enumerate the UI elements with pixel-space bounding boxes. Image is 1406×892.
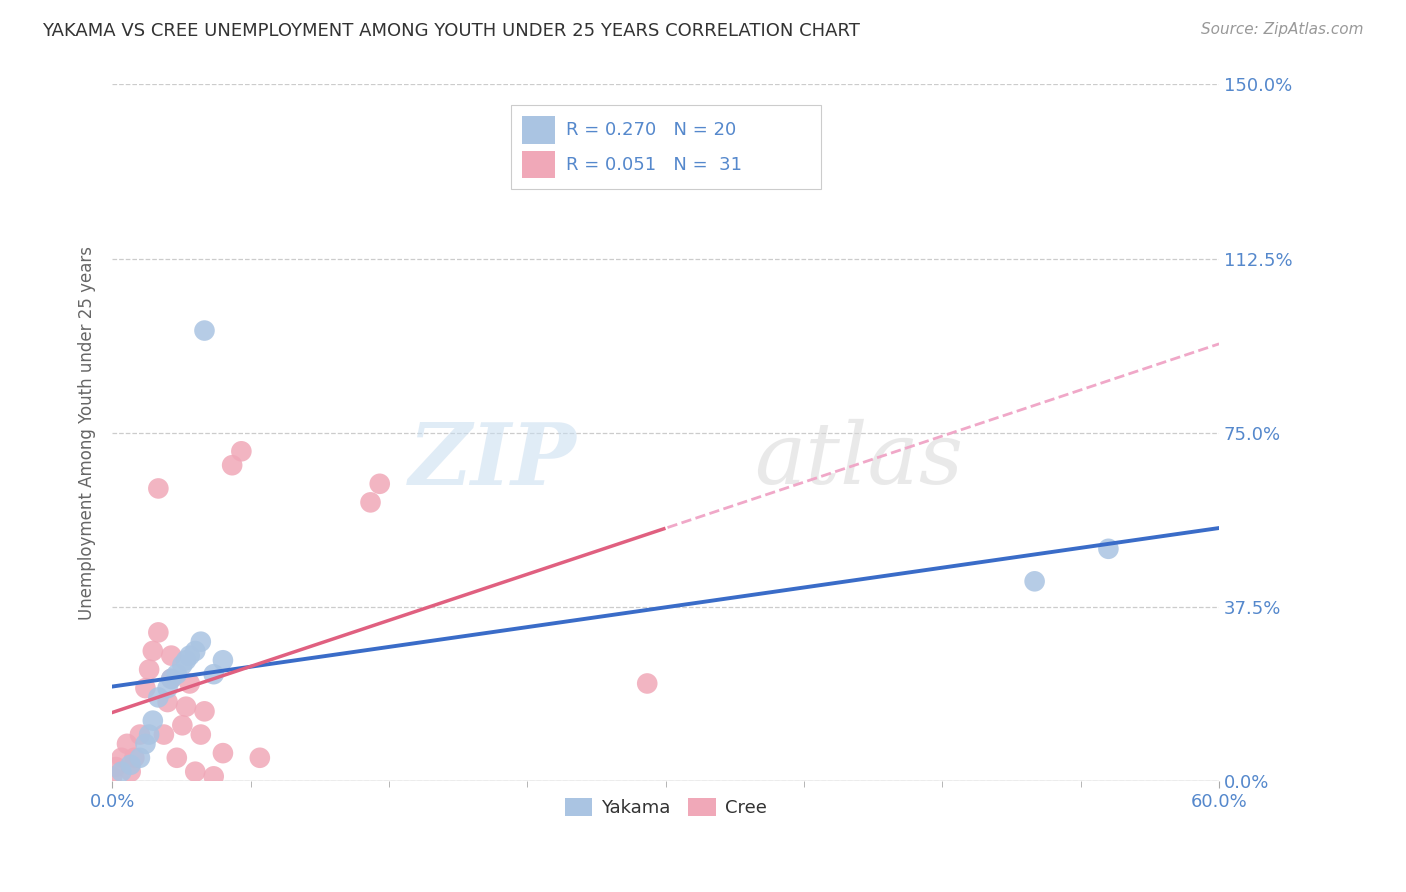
- Point: [120, 757, 142, 772]
- Point: [129, 751, 152, 765]
- Text: R = 0.051   N =  31: R = 0.051 N = 31: [567, 156, 742, 174]
- Point: [636, 676, 658, 690]
- Point: [138, 663, 160, 677]
- Point: [148, 625, 170, 640]
- Point: [166, 751, 188, 765]
- Point: [221, 458, 243, 473]
- Point: [148, 482, 170, 496]
- Point: [172, 657, 194, 672]
- Point: [174, 699, 197, 714]
- Point: [142, 644, 165, 658]
- Point: [110, 751, 132, 765]
- Point: [160, 648, 183, 663]
- Bar: [522, 151, 555, 178]
- Point: [179, 676, 201, 690]
- Point: [115, 737, 138, 751]
- Point: [129, 727, 152, 741]
- Point: [190, 727, 212, 741]
- Text: atlas: atlas: [754, 419, 963, 502]
- Point: [134, 681, 156, 695]
- Point: [124, 751, 146, 765]
- Point: [156, 681, 179, 695]
- Bar: [522, 116, 555, 144]
- Point: [134, 737, 156, 751]
- FancyBboxPatch shape: [510, 105, 821, 189]
- Point: [110, 764, 132, 779]
- Point: [120, 764, 142, 779]
- Point: [153, 727, 176, 741]
- Text: Source: ZipAtlas.com: Source: ZipAtlas.com: [1201, 22, 1364, 37]
- Point: [231, 444, 253, 458]
- Point: [368, 476, 391, 491]
- Legend: Yakama, Cree: Yakama, Cree: [558, 790, 773, 824]
- Point: [212, 746, 235, 760]
- Text: R = 0.270   N = 20: R = 0.270 N = 20: [567, 121, 737, 139]
- Point: [101, 769, 124, 783]
- Point: [193, 324, 215, 338]
- Point: [104, 760, 127, 774]
- Point: [360, 495, 382, 509]
- Point: [202, 769, 225, 783]
- Point: [142, 714, 165, 728]
- Point: [160, 672, 183, 686]
- Point: [190, 634, 212, 648]
- Point: [156, 695, 179, 709]
- Point: [166, 667, 188, 681]
- Text: YAKAMA VS CREE UNEMPLOYMENT AMONG YOUTH UNDER 25 YEARS CORRELATION CHART: YAKAMA VS CREE UNEMPLOYMENT AMONG YOUTH …: [42, 22, 860, 40]
- Point: [184, 764, 207, 779]
- Point: [1097, 541, 1119, 556]
- Point: [172, 718, 194, 732]
- Point: [174, 653, 197, 667]
- Point: [160, 672, 183, 686]
- Y-axis label: Unemployment Among Youth under 25 years: Unemployment Among Youth under 25 years: [79, 245, 96, 620]
- Point: [148, 690, 170, 705]
- Point: [249, 751, 271, 765]
- Point: [212, 653, 235, 667]
- Text: ZIP: ZIP: [409, 419, 576, 502]
- Point: [179, 648, 201, 663]
- Point: [193, 704, 215, 718]
- Point: [202, 667, 225, 681]
- Point: [138, 727, 160, 741]
- Point: [184, 644, 207, 658]
- Point: [1024, 574, 1046, 589]
